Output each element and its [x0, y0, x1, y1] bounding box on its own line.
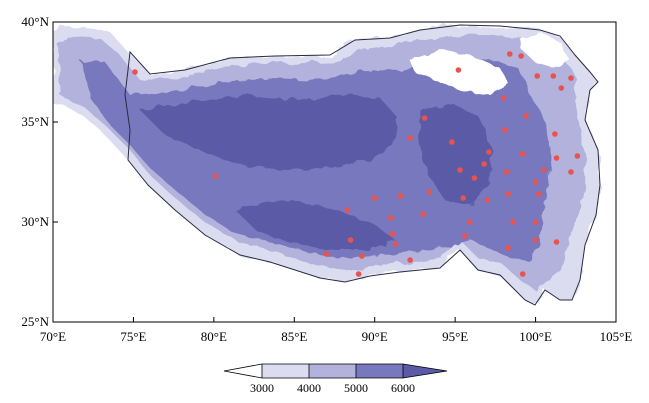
station-marker: [552, 131, 558, 137]
colorbar-label-5000: 5000: [344, 381, 368, 395]
station-marker: [553, 239, 560, 245]
station-marker: [388, 215, 394, 221]
station-marker: [392, 241, 399, 247]
station-marker: [534, 73, 540, 79]
station-marker: [486, 149, 492, 155]
station-marker: [523, 113, 529, 119]
station-marker: [519, 271, 526, 277]
colorbar-segment-5000-6000: [356, 364, 403, 378]
station-marker: [421, 115, 428, 121]
station-marker: [532, 219, 539, 225]
x-tick-label: 90°E: [362, 329, 388, 344]
y-axis: 40°N 35°N 30°N 25°N: [21, 14, 58, 329]
station-marker: [553, 155, 560, 161]
station-marker: [132, 69, 138, 75]
qaidam-basin-low-area: [410, 50, 510, 95]
x-tick-label: 85°E: [281, 329, 307, 344]
x-tick-label: 70°E: [40, 329, 66, 344]
station-marker: [558, 85, 565, 91]
colorbar-high-triangle: [403, 364, 447, 378]
colorbar-segment-4000-5000: [309, 364, 356, 378]
station-marker: [323, 251, 330, 257]
station-marker: [355, 271, 362, 277]
station-marker: [484, 197, 491, 203]
station-marker: [536, 191, 542, 197]
station-marker: [502, 127, 508, 133]
station-marker: [407, 257, 413, 263]
elevation-band-6000-plus: [235, 200, 395, 250]
y-tick-label: 25°N: [21, 314, 49, 329]
station-marker: [519, 151, 526, 157]
station-marker: [568, 75, 574, 81]
station-marker: [347, 237, 354, 243]
colorbar-label-4000: 4000: [297, 381, 321, 395]
station-marker: [503, 169, 510, 175]
station-marker: [532, 179, 539, 185]
x-tick-label: 75°E: [120, 329, 146, 344]
station-marker: [460, 195, 467, 201]
colorbar-outline: [223, 363, 448, 379]
station-marker: [457, 167, 463, 173]
station-marker: [407, 135, 413, 141]
station-marker: [420, 211, 426, 217]
colorbar-low-triangle: [224, 364, 262, 378]
station-marker: [344, 207, 351, 213]
station-marker: [518, 53, 524, 59]
station-marker: [462, 233, 468, 239]
elevation-band-6000-plus: [140, 95, 398, 170]
station-marker: [507, 51, 513, 57]
station-marker: [471, 175, 478, 181]
x-tick-label: 95°E: [442, 329, 468, 344]
station-marker: [455, 67, 462, 73]
station-markers: [132, 51, 581, 277]
x-tick-label: 105°E: [600, 329, 633, 344]
y-tick-label: 30°N: [21, 214, 49, 229]
station-marker: [510, 219, 516, 225]
low-area-northeast: [520, 34, 568, 68]
station-marker: [574, 153, 581, 159]
map-frame: [52, 21, 617, 323]
y-tick-label: 40°N: [21, 14, 49, 29]
station-marker: [397, 193, 404, 199]
station-marker: [466, 219, 473, 225]
x-tick-label: 80°E: [201, 329, 227, 344]
station-marker: [540, 167, 547, 173]
x-tick-label: 100°E: [519, 329, 552, 344]
plateau-boundary-outline: [124, 24, 601, 306]
colorbar-label-6000: 6000: [391, 381, 415, 395]
station-marker: [426, 189, 433, 195]
colorbar-segment-3000-4000: [262, 364, 309, 378]
station-marker: [212, 173, 219, 179]
x-axis: 70°E 75°E 80°E 85°E 90°E 95°E 100°E 105°E: [40, 317, 632, 344]
station-marker: [500, 95, 507, 101]
y-tick-label: 35°N: [21, 114, 49, 129]
station-marker: [568, 169, 574, 175]
station-marker: [389, 231, 396, 237]
station-marker: [550, 73, 557, 79]
station-marker: [449, 139, 455, 145]
station-marker: [505, 245, 512, 251]
colorbar: 3000 4000 5000 6000: [223, 363, 448, 395]
colorbar-label-3000: 3000: [250, 381, 274, 395]
station-marker: [505, 191, 512, 197]
station-marker: [532, 237, 539, 243]
station-marker: [481, 161, 487, 167]
station-marker: [371, 195, 378, 201]
station-marker: [359, 253, 365, 259]
